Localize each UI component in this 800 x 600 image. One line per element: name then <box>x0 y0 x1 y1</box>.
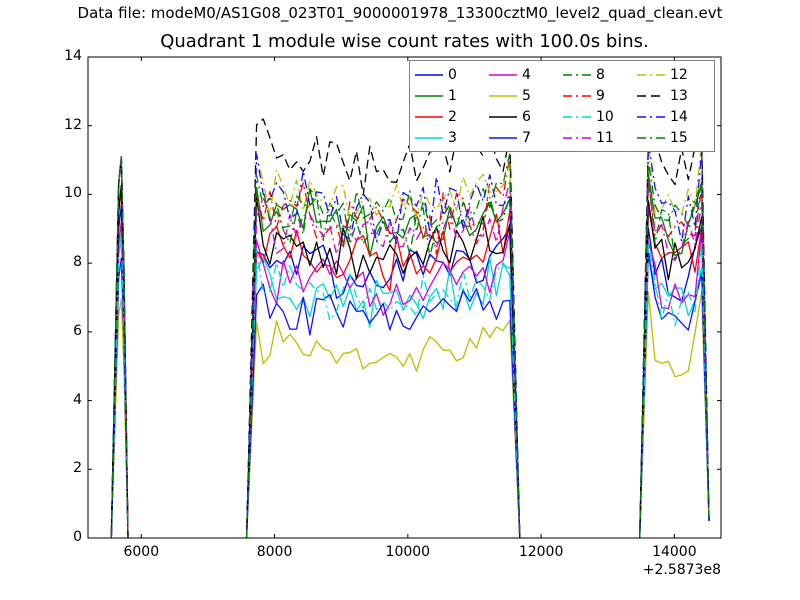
legend-swatch-13 <box>637 94 665 97</box>
series-layer <box>110 118 710 539</box>
y-tick-label: 8 <box>73 254 82 271</box>
legend-item-6[interactable]: 6 <box>488 107 562 127</box>
series-line-3 <box>110 233 710 539</box>
series-line-10 <box>110 237 710 539</box>
y-tick-label: 14 <box>64 48 82 64</box>
legend-item-9[interactable]: 9 <box>562 86 636 106</box>
legend-label-7: 7 <box>522 129 531 146</box>
legend-swatch-8 <box>563 73 591 76</box>
legend-item-13[interactable]: 13 <box>636 86 710 106</box>
series-line-9 <box>110 155 710 539</box>
y-tick-label: 2 <box>73 460 82 477</box>
legend-label-3: 3 <box>448 129 457 146</box>
axes-layer <box>87 56 722 539</box>
legend-swatch-12 <box>637 73 665 76</box>
x-tick-label: 14000 <box>652 544 697 560</box>
legend-swatch-3 <box>415 136 443 139</box>
series-line-2 <box>110 188 710 539</box>
legend-label-5: 5 <box>522 87 531 104</box>
legend-label-8: 8 <box>596 66 605 83</box>
legend-item-7[interactable]: 7 <box>488 128 562 148</box>
legend-label-13: 13 <box>670 87 688 104</box>
legend-item-12[interactable]: 12 <box>636 65 710 85</box>
y-tick-label: 12 <box>64 116 82 133</box>
legend-swatch-9 <box>563 94 591 97</box>
legend-label-11: 11 <box>596 129 614 146</box>
legend-swatch-5 <box>489 94 517 97</box>
series-line-11 <box>110 160 710 539</box>
legend-swatch-7 <box>489 136 517 139</box>
series-line-6 <box>110 184 710 539</box>
x-axis-offset-text: +2.5873e8 <box>642 562 721 578</box>
legend-item-8[interactable]: 8 <box>562 65 636 85</box>
legend-swatch-4 <box>489 73 517 76</box>
x-tick-label: 10000 <box>385 544 431 560</box>
legend-label-10: 10 <box>596 108 614 125</box>
x-tick-label: 8000 <box>256 544 293 560</box>
legend-item-2[interactable]: 2 <box>414 107 488 127</box>
legend-label-1: 1 <box>448 87 457 104</box>
legend-label-4: 4 <box>522 66 531 83</box>
legend-label-0: 0 <box>448 66 457 83</box>
legend-swatch-2 <box>415 115 443 118</box>
figure-suptitle: Data file: modeM0/AS1G08_023T01_90000019… <box>77 4 723 22</box>
chart-title: Quadrant 1 module wise count rates with … <box>160 31 649 52</box>
legend-swatch-0 <box>415 73 443 76</box>
legend-swatch-11 <box>563 136 591 139</box>
series-line-4 <box>110 221 710 539</box>
legend-swatch-14 <box>637 115 665 118</box>
legend-item-1[interactable]: 1 <box>414 86 488 106</box>
legend[interactable]: 0 1 2 3 4 5 6 7 8 9 10 11 12 13 14 15 <box>409 60 715 152</box>
legend-label-2: 2 <box>448 108 457 125</box>
series-line-15 <box>110 152 710 539</box>
legend-item-4[interactable]: 4 <box>488 65 562 85</box>
series-line-8 <box>110 155 710 539</box>
x-tick-label: 6000 <box>123 544 160 560</box>
y-tick-label: 10 <box>64 185 82 202</box>
legend-item-14[interactable]: 14 <box>636 107 710 127</box>
legend-item-5[interactable]: 5 <box>488 86 562 106</box>
legend-label-9: 9 <box>596 87 605 104</box>
legend-label-15: 15 <box>670 129 688 146</box>
legend-swatch-15 <box>637 136 665 139</box>
series-line-12 <box>110 141 710 539</box>
legend-label-12: 12 <box>670 66 688 83</box>
legend-label-6: 6 <box>522 108 531 125</box>
x-tick-label: 12000 <box>518 544 564 560</box>
legend-item-10[interactable]: 10 <box>562 107 636 127</box>
legend-item-15[interactable]: 15 <box>636 128 710 148</box>
legend-item-3[interactable]: 3 <box>414 128 488 148</box>
legend-swatch-6 <box>489 115 517 118</box>
legend-swatch-1 <box>415 94 443 97</box>
series-line-1 <box>110 155 710 539</box>
legend-item-11[interactable]: 11 <box>562 128 636 148</box>
legend-label-14: 14 <box>670 108 688 125</box>
series-line-14 <box>110 141 710 539</box>
y-tick-label: 0 <box>73 529 82 545</box>
legend-swatch-10 <box>563 115 591 118</box>
y-tick-label: 6 <box>73 322 82 339</box>
legend-item-0[interactable]: 0 <box>414 65 488 85</box>
y-tick-label: 4 <box>73 391 82 408</box>
